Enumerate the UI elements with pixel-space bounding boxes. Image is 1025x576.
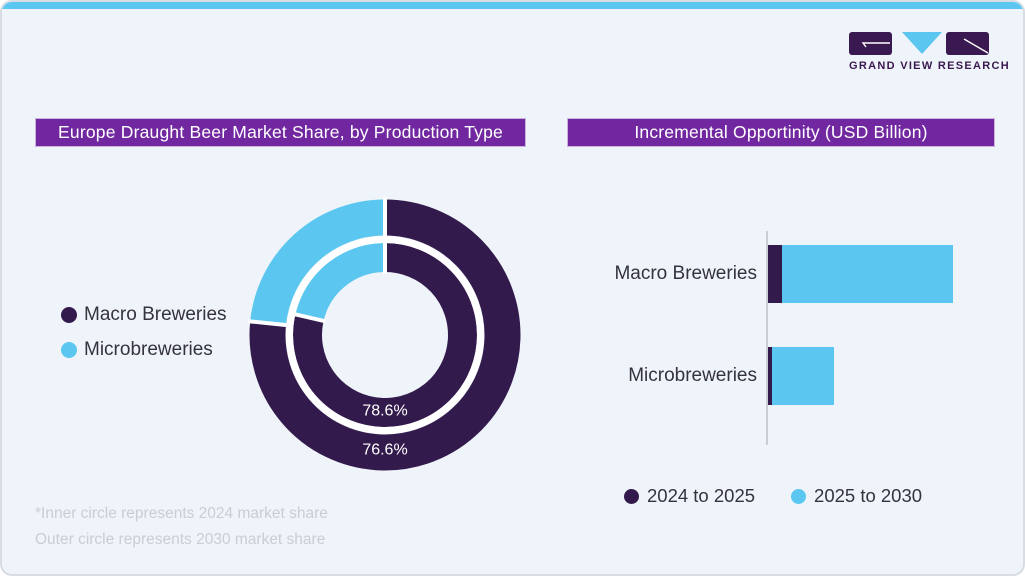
donut-legend: Macro Breweries Microbreweries <box>61 304 227 361</box>
logo-g-detail <box>861 42 890 48</box>
donut-outer-ring-micro-segment <box>250 199 386 326</box>
logo-v-triangle-icon <box>901 32 942 54</box>
right-chart-title-banner: Incremental Opportinity (USD Billion) <box>567 118 995 147</box>
series-2024-2025-swatch-icon <box>624 488 639 504</box>
top-accent-strip <box>2 2 1023 9</box>
donut-inner-ring-value-label: 78.6% <box>362 403 407 420</box>
bar-segment-2024-to-2025 <box>768 245 782 303</box>
right-chart-title: Incremental Opportinity (USD Billion) <box>634 122 928 142</box>
segment-separator <box>292 311 327 324</box>
ring-separator <box>286 236 484 434</box>
legend-item-microbreweries: Microbreweries <box>61 339 227 361</box>
logo-g-block-icon <box>849 32 892 55</box>
legend-item-2024-2025: 2024 to 2025 <box>624 485 755 507</box>
bar-category-label: Macro Breweries <box>614 263 757 284</box>
macro-breweries-swatch-icon <box>61 307 77 323</box>
segment-separator <box>247 319 289 328</box>
bar-segment-2025-to-2030 <box>772 347 834 405</box>
logo-r-detail <box>963 38 989 54</box>
legend-label: Microbreweries <box>84 339 213 360</box>
legend-label: 2024 to 2025 <box>647 485 756 506</box>
donut-inner-ring-macro-segment <box>293 243 477 427</box>
left-chart-title: Europe Draught Beer Market Share, by Pro… <box>58 122 503 142</box>
donut-inner-ring-micro-segment <box>295 243 386 322</box>
microbreweries-swatch-icon <box>61 342 77 358</box>
bar-chart-axis-line <box>766 231 768 445</box>
bar-segment-2024-to-2025 <box>768 347 772 405</box>
logo-wordmark: GRAND VIEW RESEARCH <box>849 60 1010 72</box>
logo-r-block-icon <box>946 32 989 55</box>
donut-outer-ring-macro-segment <box>249 199 521 471</box>
legend-item-2025-2030: 2025 to 2030 <box>791 485 922 507</box>
legend-label: Macro Breweries <box>84 304 227 325</box>
bar-category-label: Microbreweries <box>628 365 757 386</box>
grand-view-research-logo: GRAND VIEW RESEARCH <box>849 30 1010 74</box>
donut-outer-ring-value-label: 76.6% <box>362 442 407 459</box>
bar-segment-2025-to-2030 <box>782 245 953 303</box>
legend-label: 2025 to 2030 <box>814 485 923 506</box>
legend-item-macro-breweries: Macro Breweries <box>61 304 227 326</box>
left-chart-title-banner: Europe Draught Beer Market Share, by Pro… <box>35 118 526 147</box>
market-share-donut-chart: 78.6% 76.6% <box>240 190 530 480</box>
footnote-outer-circle: Outer circle represents 2030 market shar… <box>35 531 326 548</box>
footnote-inner-circle: *Inner circle represents 2024 market sha… <box>35 505 328 522</box>
bar-chart-legend: 2024 to 2025 2025 to 2030 <box>624 485 922 507</box>
series-2025-2030-swatch-icon <box>791 488 807 504</box>
donut-svg: 78.6% 76.6% <box>247 197 521 471</box>
